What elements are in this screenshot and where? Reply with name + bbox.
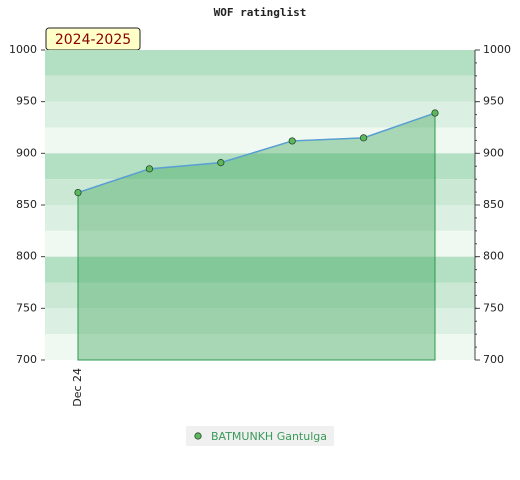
y-tick-label: 700 [16, 353, 37, 366]
background-band [45, 282, 475, 309]
season-label: 2024-2025 [55, 32, 131, 48]
y2-tick-label: 850 [483, 198, 504, 211]
y2-tick-label: 1000 [483, 43, 511, 56]
legend-label: BATMUNKH Gantulga [211, 430, 327, 443]
marker [359, 134, 368, 142]
marker [74, 189, 82, 197]
y-tick-label: 950 [16, 95, 37, 108]
background-band [45, 205, 475, 231]
legend-marker [194, 432, 202, 440]
y-tick-label: 800 [16, 250, 37, 263]
background-band [45, 334, 475, 360]
x-tick-label: Dec 24 [71, 368, 84, 407]
y-tick-label: 850 [16, 198, 37, 211]
background-band [45, 230, 475, 257]
background-band [45, 50, 475, 76]
marker [145, 165, 153, 173]
y2-tick-label: 750 [483, 301, 504, 314]
background-band [45, 127, 475, 154]
background-band [45, 101, 475, 128]
y-tick-label: 1000 [9, 43, 37, 56]
chart-title: WOF ratinglist [214, 6, 307, 19]
y-tick-label: 900 [16, 146, 37, 159]
y2-tick-label: 950 [483, 95, 504, 108]
y2-tick-label: 800 [483, 250, 504, 263]
y-tick-label: 750 [16, 301, 37, 314]
marker [431, 109, 439, 117]
background-band [45, 75, 475, 102]
line [77, 112, 436, 194]
background-band [45, 179, 475, 205]
marker [217, 159, 225, 167]
marker [288, 137, 296, 145]
background-band [45, 153, 475, 180]
background-band [45, 256, 475, 283]
y2-tick-label: 700 [483, 353, 504, 366]
background-band [45, 308, 475, 335]
y2-tick-label: 900 [483, 146, 504, 159]
legend-box [186, 426, 334, 446]
